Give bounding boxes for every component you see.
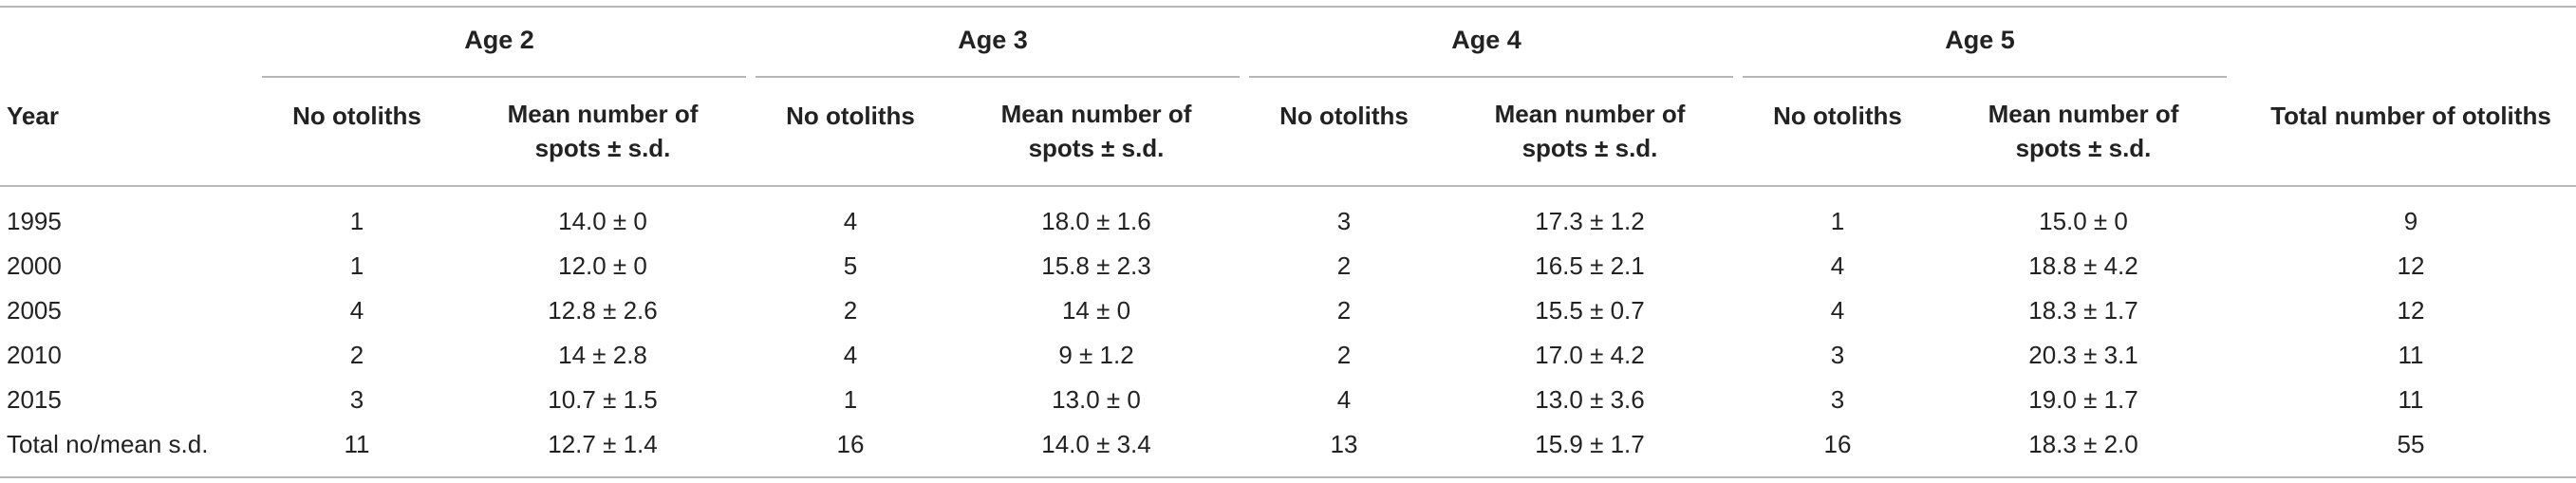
cell-mean-age-3: 9 ± 1.2	[1058, 341, 1134, 369]
cell-mean-age-4: 17.3 ± 1.2	[1535, 207, 1645, 235]
cell-mean-age-5: 15.0 ± 0	[2039, 207, 2128, 235]
cell-mean-age-5: 18.8 ± 4.2	[2028, 251, 2138, 280]
cell-total: 12	[2397, 251, 2425, 280]
cell-mean-age-2: 12.8 ± 2.6	[548, 296, 658, 325]
cell-mean-age-3: 18.0 ± 1.6	[1041, 207, 1151, 235]
cell-no-age-2: 3	[349, 385, 364, 414]
cell-no-age-3: 4	[843, 207, 858, 235]
cell-no-age-3: 16	[836, 430, 865, 458]
cell-no-age-3: 5	[843, 251, 858, 280]
cell-mean-age-2: 10.7 ± 1.5	[548, 385, 658, 414]
cell-mean-age-2: 14 ± 2.8	[558, 341, 647, 369]
cell-mean-age-4: 16.5 ± 2.1	[1535, 251, 1645, 280]
cell-no-age-5: 16	[1823, 430, 1852, 458]
cell-mean-age-5: 19.0 ± 1.7	[2028, 385, 2138, 414]
header-bottom-rule	[0, 185, 2576, 187]
col-header-year: Year	[7, 102, 59, 130]
col-header-mean-line1: Mean number of	[1000, 100, 1192, 128]
table-row: 2010 2 14 ± 2.8 4 9 ± 1.2 2 17.0 ± 4.2 3…	[0, 333, 2576, 377]
cell-mean-age-4: 17.0 ± 4.2	[1535, 341, 1645, 369]
col-header-mean-age-2: Mean number of spots ± s.d.	[484, 97, 721, 165]
cell-no-age-3: 1	[843, 385, 858, 414]
table-row-total: Total no/mean s.d. 11 12.7 ± 1.4 16 14.0…	[0, 422, 2576, 466]
cell-no-age-5: 4	[1830, 251, 1845, 280]
cell-no-age-5: 3	[1830, 385, 1845, 414]
cell-no-age-4: 2	[1336, 341, 1352, 369]
cell-no-age-4: 13	[1330, 430, 1358, 458]
cell-year: Total no/mean s.d.	[7, 430, 209, 458]
col-header-total-otoliths: Total number of otoliths	[2270, 102, 2551, 130]
cell-mean-age-4: 15.9 ± 1.7	[1535, 430, 1645, 458]
table-row: 2000 1 12.0 ± 0 5 15.8 ± 2.3 2 16.5 ± 2.…	[0, 244, 2576, 288]
cell-year: 2005	[7, 296, 62, 325]
cell-total: 11	[2398, 385, 2424, 414]
col-header-mean-line1: Mean number of	[1494, 100, 1686, 128]
col-header-mean-age-5: Mean number of spots ± s.d.	[1965, 97, 2202, 165]
cell-year: 1995	[7, 207, 62, 235]
cell-total: 11	[2398, 341, 2424, 369]
cell-mean-age-2: 12.0 ± 0	[558, 251, 647, 280]
col-header-mean-age-3: Mean number of spots ± s.d.	[978, 97, 1215, 165]
cell-mean-age-2: 14.0 ± 0	[558, 207, 647, 235]
group-rule-age-5	[1743, 76, 2227, 78]
cell-no-age-4: 3	[1336, 207, 1352, 235]
cell-mean-age-4: 13.0 ± 3.6	[1535, 385, 1645, 414]
group-header-age-5: Age 5	[1945, 26, 2015, 54]
table-bottom-rule	[0, 476, 2576, 478]
col-header-mean-line2: spots ± s.d.	[1028, 134, 1165, 162]
group-header-age-4: Age 4	[1451, 26, 1521, 54]
table-row: 2015 3 10.7 ± 1.5 1 13.0 ± 0 4 13.0 ± 3.…	[0, 378, 2576, 421]
cell-year: 2015	[7, 385, 62, 414]
cell-no-age-5: 4	[1830, 296, 1845, 325]
cell-no-age-2: 1	[349, 207, 364, 235]
cell-no-age-4: 2	[1336, 296, 1352, 325]
cell-total: 12	[2397, 296, 2425, 325]
cell-no-age-3: 2	[843, 296, 858, 325]
group-rule-age-3	[756, 76, 1240, 78]
group-rule-age-2	[262, 76, 746, 78]
col-header-mean-line1: Mean number of	[1988, 100, 2179, 128]
col-header-no-otoliths-age-2: No otoliths	[292, 102, 421, 130]
cell-mean-age-5: 18.3 ± 1.7	[2028, 296, 2138, 325]
group-header-age-2: Age 2	[464, 26, 534, 54]
table-row: 2005 4 12.8 ± 2.6 2 14 ± 0 2 15.5 ± 0.7 …	[0, 288, 2576, 332]
col-header-no-otoliths-age-4: No otoliths	[1279, 102, 1409, 130]
col-header-no-otoliths-age-3: No otoliths	[786, 102, 915, 130]
cell-year: 2000	[7, 251, 62, 280]
cell-mean-age-3: 15.8 ± 2.3	[1041, 251, 1151, 280]
cell-mean-age-3: 14 ± 0	[1061, 296, 1131, 325]
cell-mean-age-2: 12.7 ± 1.4	[548, 430, 658, 458]
cell-no-age-4: 2	[1336, 251, 1352, 280]
col-header-no-otoliths-age-5: No otoliths	[1773, 102, 1902, 130]
cell-mean-age-3: 13.0 ± 0	[1052, 385, 1141, 414]
cell-mean-age-5: 18.3 ± 2.0	[2028, 430, 2138, 458]
cell-no-age-2: 1	[349, 251, 364, 280]
col-header-mean-age-4: Mean number of spots ± s.d.	[1471, 97, 1708, 165]
table-row: 1995 1 14.0 ± 0 4 18.0 ± 1.6 3 17.3 ± 1.…	[0, 199, 2576, 243]
col-header-mean-line2: spots ± s.d.	[1521, 134, 1658, 162]
cell-no-age-2: 11	[344, 430, 370, 458]
cell-no-age-5: 1	[1830, 207, 1845, 235]
cell-no-age-2: 2	[349, 341, 364, 369]
col-header-mean-line2: spots ± s.d.	[534, 134, 671, 162]
cell-no-age-3: 4	[843, 341, 858, 369]
cell-mean-age-5: 20.3 ± 3.1	[2028, 341, 2138, 369]
cell-total: 55	[2397, 430, 2425, 458]
col-header-mean-line2: spots ± s.d.	[2015, 134, 2152, 162]
cell-mean-age-4: 15.5 ± 0.7	[1535, 296, 1645, 325]
cell-mean-age-3: 14.0 ± 3.4	[1041, 430, 1151, 458]
cell-total: 9	[2403, 207, 2418, 235]
cell-year: 2010	[7, 341, 62, 369]
cell-no-age-2: 4	[349, 296, 364, 325]
cell-no-age-4: 4	[1336, 385, 1352, 414]
col-header-mean-line1: Mean number of	[507, 100, 699, 128]
group-header-age-3: Age 3	[958, 26, 1028, 54]
group-rule-age-4	[1249, 76, 1733, 78]
cell-no-age-5: 3	[1830, 341, 1845, 369]
table-top-rule	[0, 6, 2576, 8]
